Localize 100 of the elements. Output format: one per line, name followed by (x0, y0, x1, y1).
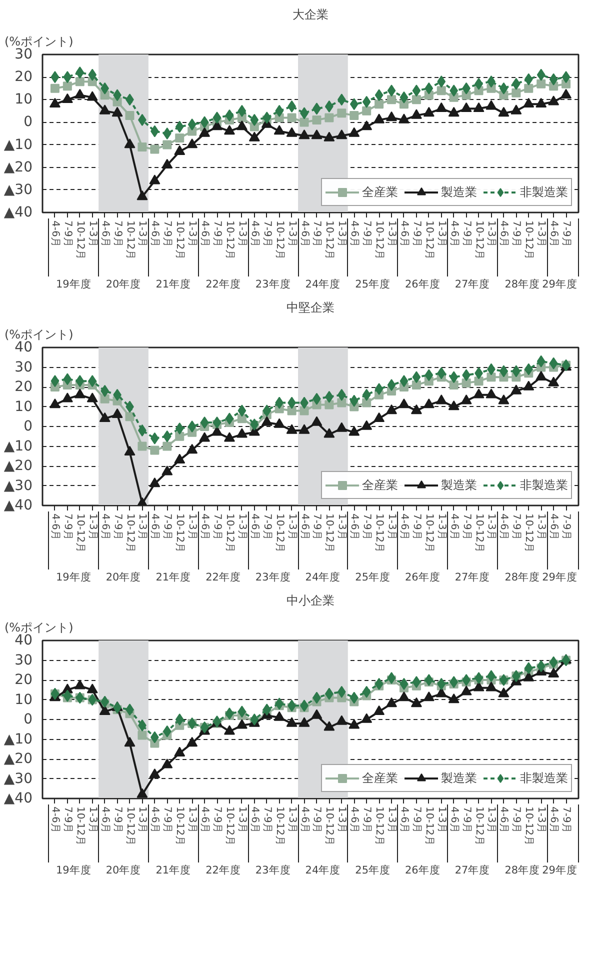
point (510, 384, 522, 394)
point (549, 656, 558, 668)
point (536, 98, 547, 108)
text: 26年度 (405, 864, 440, 876)
x-tick-label: 1-3月 (386, 514, 398, 540)
point (62, 392, 73, 402)
x-tick-label: 10-12月 (74, 514, 86, 553)
point (298, 424, 310, 434)
x-tick-label: 4-6月 (99, 806, 110, 833)
x-tick-label: 1-3月 (436, 220, 447, 247)
point (236, 428, 248, 438)
point (88, 375, 97, 388)
point (337, 108, 346, 118)
point (324, 428, 335, 438)
x-tick-label: 10-12月 (523, 514, 534, 553)
x-tick-label: 1-3月 (386, 220, 398, 247)
text: 19年度 (56, 278, 92, 290)
point (112, 408, 123, 418)
text: 29年度 (542, 864, 578, 876)
point (138, 142, 147, 152)
y-tick-label: 10 (14, 92, 33, 108)
y-tick-label: ▲10 (4, 731, 33, 748)
point (99, 705, 110, 715)
x-tick-label: 10-12月 (324, 514, 335, 553)
point (225, 412, 234, 425)
point (350, 692, 358, 704)
point (162, 140, 172, 150)
point (361, 713, 372, 723)
x-tick-label: 7-9月 (361, 806, 372, 833)
text: 21年度 (156, 278, 192, 290)
x-tick-label: 7-9月 (62, 514, 73, 540)
text: 20年度 (106, 570, 142, 584)
point (188, 420, 196, 432)
point (250, 714, 259, 726)
x-tick-label: 1-3月 (486, 514, 497, 540)
point (286, 424, 298, 434)
point (175, 134, 184, 143)
text: 24年度 (305, 570, 341, 584)
point (387, 95, 396, 104)
x-tick-label: 1-3月 (436, 806, 447, 833)
point (412, 676, 421, 688)
point (387, 672, 396, 684)
x-tick-label: 4-6月 (398, 806, 410, 833)
x-tick-label: 10-12月 (423, 806, 434, 846)
point (374, 100, 384, 109)
point (50, 84, 60, 93)
x-tick-label: 4-6月 (348, 514, 360, 540)
point (250, 114, 259, 126)
point (175, 120, 184, 133)
x-tick-label: 10-12月 (324, 220, 335, 260)
point (548, 668, 560, 678)
point (548, 96, 560, 106)
y-tick-label: 0 (24, 712, 33, 728)
x-tick-label: 7-9月 (62, 220, 73, 247)
point (136, 190, 148, 200)
point (523, 98, 534, 108)
point (186, 444, 198, 454)
point (386, 111, 398, 122)
point (436, 102, 447, 112)
point (548, 376, 560, 386)
point (348, 127, 360, 137)
chart-title: 中堅企業 (286, 300, 334, 314)
x-tick-label: 10-12月 (124, 806, 136, 846)
point (486, 372, 496, 382)
x-tick-label: 4-6月 (498, 514, 510, 540)
legend-label: 非製造業 (520, 184, 568, 200)
x-tick-label: 7-9月 (112, 514, 123, 540)
legend-label: 全産業 (362, 476, 398, 494)
x-tick-label: 4-6月 (49, 806, 60, 833)
x-tick-label: 10-12月 (523, 220, 534, 260)
point (337, 398, 346, 408)
point (536, 370, 547, 381)
point (312, 115, 322, 124)
point (76, 375, 84, 388)
point (186, 138, 198, 148)
point (149, 174, 160, 184)
point (450, 371, 458, 384)
point (498, 394, 510, 404)
point (424, 82, 434, 94)
x-tick-label: 10-12月 (423, 514, 434, 553)
point (536, 79, 546, 88)
text: 28年度 (504, 278, 540, 290)
y-tick-label: 20 (14, 672, 33, 688)
x-tick-label: 10-12月 (274, 806, 285, 846)
text: 28年度 (504, 570, 540, 584)
point (63, 71, 72, 84)
point (50, 375, 60, 388)
x-tick-label: 4-6月 (298, 220, 310, 247)
point (400, 375, 408, 388)
x-tick-label: 10-12月 (374, 220, 385, 260)
point (337, 686, 346, 698)
point (460, 394, 472, 404)
text: 27年度 (454, 864, 490, 876)
point (400, 678, 408, 690)
point (336, 715, 348, 725)
y-tick-label: 10 (14, 692, 33, 708)
point (374, 89, 384, 102)
y-axis-title: (%ポイント) (4, 34, 74, 48)
point (99, 104, 110, 114)
point (424, 674, 434, 686)
